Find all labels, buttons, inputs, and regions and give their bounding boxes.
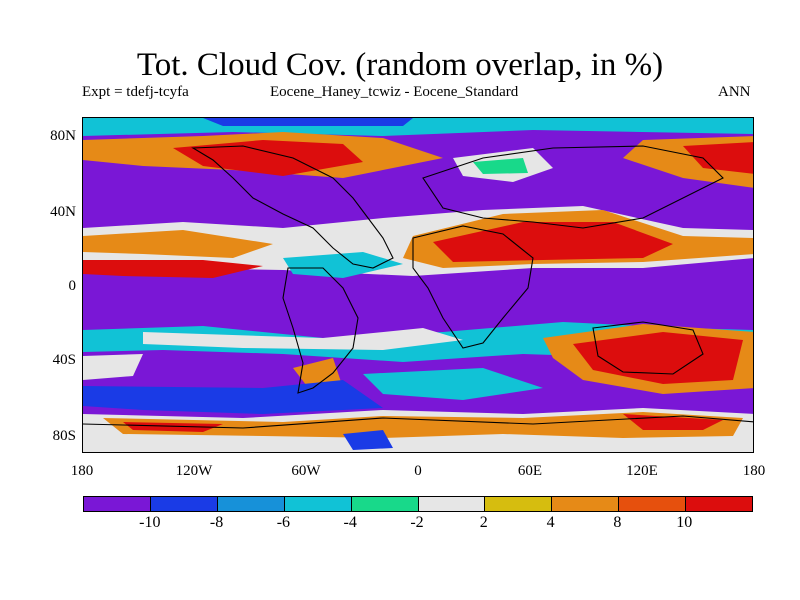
antarctic-blue-patch	[343, 430, 393, 450]
colorbar-label: -6	[276, 514, 291, 531]
y-tick-80s: 80S	[52, 428, 76, 444]
south-white-band	[143, 328, 463, 350]
colorbar-label: 8	[613, 514, 622, 531]
map-title: Tot. Cloud Cov. (random overlap, in %)	[136, 47, 664, 83]
australia-outline	[592, 321, 704, 375]
colorbar-box	[84, 497, 151, 511]
x-tick-120e: 120E	[626, 463, 658, 479]
africa-outline	[412, 225, 534, 349]
equatorial-pacific-red	[83, 260, 263, 278]
antarctic-red-west	[123, 422, 223, 432]
southern-blue-band	[83, 380, 383, 414]
colorbar-box	[351, 497, 419, 511]
colorbar-label: -8	[209, 514, 224, 531]
colorbar-box	[418, 497, 486, 511]
x-tick-180w: 180	[70, 463, 94, 479]
y-tick-0: 0	[68, 278, 77, 294]
colorbar-box	[150, 497, 218, 511]
colorbar-box	[217, 497, 285, 511]
australia-red	[573, 332, 743, 384]
colorbar-box	[485, 497, 553, 511]
south-atlantic-cyan	[363, 368, 543, 400]
americas-cyan	[283, 252, 403, 278]
north-pacific-subtropic	[83, 230, 273, 258]
northeast-red	[683, 142, 753, 174]
colorbar-label: 2	[479, 514, 488, 531]
y-tick-80n: 80N	[50, 128, 76, 144]
colorbar-box	[619, 497, 687, 511]
antarctica-outline	[83, 415, 753, 429]
antarctic-orange-band	[103, 412, 743, 438]
coastlines	[83, 145, 753, 429]
south-america-outline	[282, 267, 359, 394]
x-tick-0: 0	[414, 463, 422, 479]
south-pacific-white	[83, 354, 143, 380]
colorbar-box	[552, 497, 620, 511]
y-tick-40s: 40S	[52, 352, 76, 368]
colorbar-label: -2	[410, 514, 424, 531]
y-tick-40n: 40N	[50, 204, 76, 220]
north-america-outline	[191, 145, 394, 269]
colorbar-label: 4	[546, 514, 555, 531]
map-canvas	[83, 118, 753, 452]
arctic-blue-patch	[203, 118, 413, 126]
colorbar-box	[686, 497, 753, 511]
x-tick-120w: 120W	[175, 463, 213, 479]
season-label: ANN	[718, 84, 751, 100]
eurasia-outline	[422, 145, 724, 229]
colorbar-box	[284, 497, 352, 511]
experiment-label: Expt = tdefj-tcyfa	[82, 84, 189, 100]
cloud-cover-map	[82, 117, 754, 453]
europe-green-patch	[473, 158, 528, 174]
colorbar-label: -10	[139, 514, 161, 531]
colorbar-label: 10	[676, 514, 693, 531]
x-tick-180e: 180	[742, 463, 766, 479]
comparison-label: Eocene_Haney_tcwiz - Eocene_Standard	[270, 84, 519, 100]
colorbar	[83, 496, 753, 512]
x-tick-60e: 60E	[517, 463, 543, 479]
x-tick-60w: 60W	[291, 463, 321, 479]
colorbar-label: -4	[343, 514, 357, 531]
